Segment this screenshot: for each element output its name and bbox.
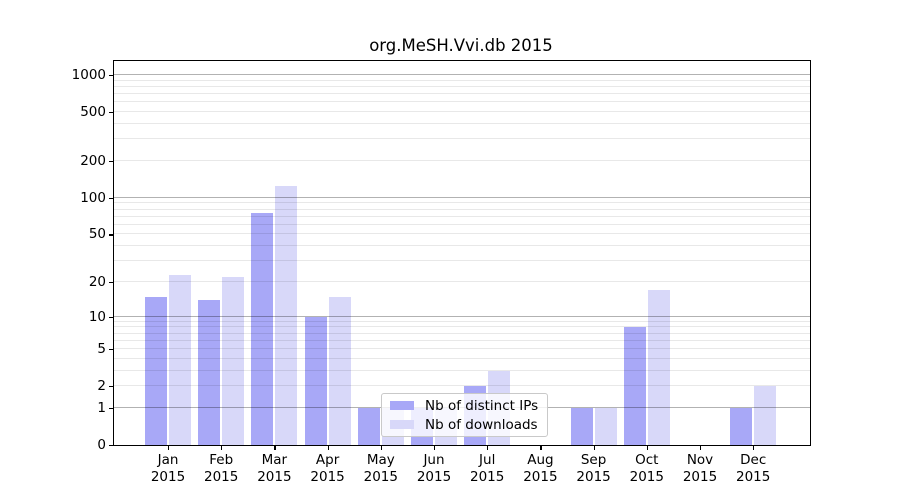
minor-gridline: [114, 348, 810, 350]
minor-gridline: [114, 245, 810, 247]
minor-gridline: [114, 280, 810, 282]
x-tick-mark: [380, 446, 382, 450]
minor-gridline: [114, 215, 810, 217]
bar-distinct-ips: [145, 296, 167, 445]
minor-gridline: [114, 123, 810, 125]
bar-distinct-ips: [198, 300, 221, 445]
x-tick-mark: [168, 446, 170, 450]
x-tick-label: Jun 2015: [416, 452, 452, 485]
x-tick-mark: [646, 446, 648, 450]
minor-gridline: [114, 385, 810, 387]
bar-downloads: [328, 296, 351, 445]
y-tick-label: 20: [88, 273, 106, 290]
y-tick-label: 500: [80, 104, 106, 121]
minor-gridline: [114, 369, 810, 371]
y-tick-mark: [109, 112, 113, 114]
chart-title: org.MeSH.Vvi.db 2015: [369, 36, 553, 55]
bar-distinct-ips: [357, 407, 380, 445]
bar-distinct-ips: [304, 316, 327, 445]
y-tick-mark: [109, 197, 113, 200]
x-tick-mark: [540, 446, 542, 450]
bar-downloads: [594, 407, 617, 445]
legend-row: Nb of distinct IPs: [390, 398, 539, 414]
x-tick-label: Dec 2015: [736, 452, 771, 485]
minor-gridline: [114, 233, 810, 235]
bar-downloads: [754, 386, 777, 445]
y-tick-label: 2: [97, 378, 106, 395]
bar-distinct-ips: [623, 327, 646, 445]
legend-row: Nb of downloads: [390, 417, 539, 433]
y-tick-label: 1: [97, 399, 106, 416]
minor-gridline: [114, 208, 810, 210]
x-tick-mark: [434, 446, 436, 450]
x-tick-mark: [327, 446, 329, 450]
x-tick-mark: [700, 446, 702, 450]
x-tick-label: May 2015: [363, 452, 398, 485]
y-tick-mark: [109, 281, 113, 284]
minor-gridline: [114, 79, 810, 81]
legend-label: Nb of downloads: [425, 416, 538, 433]
y-tick-label: 10: [88, 308, 106, 325]
x-tick-label: Feb 2015: [204, 452, 239, 485]
x-tick-mark: [753, 446, 755, 450]
legend-swatch: [390, 401, 414, 410]
minor-gridline: [114, 223, 810, 225]
minor-gridline: [114, 93, 810, 95]
y-tick-mark: [109, 386, 113, 388]
legend: Nb of distinct IPs Nb of downloads: [381, 393, 548, 437]
x-tick-label: Apr 2015: [310, 452, 345, 485]
legend-label: Nb of distinct IPs: [425, 397, 539, 414]
y-tick-label: 0: [97, 437, 106, 453]
bar-downloads: [169, 274, 191, 445]
x-tick-mark: [593, 446, 595, 450]
y-tick-label: 1000: [71, 67, 106, 84]
y-tick-mark: [109, 161, 113, 163]
y-tick-mark: [109, 316, 113, 318]
minor-gridline: [114, 260, 810, 262]
major-gridline: [114, 315, 810, 317]
bar-downloads: [275, 186, 298, 445]
minor-gridline: [114, 138, 810, 140]
x-tick-label: Mar 2015: [257, 452, 292, 485]
minor-gridline: [114, 85, 810, 87]
minor-gridline: [114, 111, 810, 113]
bar-distinct-ips: [570, 407, 593, 445]
bar-distinct-ips: [251, 213, 274, 445]
minor-gridline: [114, 101, 810, 103]
bar-distinct-ips: [730, 407, 753, 445]
plot-area: Nb of distinct IPs Nb of downloads 0 1 2 5 10…: [72, 60, 811, 485]
y-tick-label: 50: [88, 226, 106, 243]
major-gridline: [114, 74, 810, 76]
x-tick-mark: [274, 446, 276, 450]
y-tick-mark: [109, 349, 113, 351]
y-tick-mark: [109, 234, 113, 236]
y-tick-mark: [109, 407, 113, 410]
y-tick-mark: [109, 75, 113, 77]
x-tick-label: Nov 2015: [682, 452, 718, 485]
legend-swatch: [390, 420, 414, 429]
x-tick-label: Jan 2015: [150, 452, 186, 485]
y-tick-label: 200: [80, 153, 106, 170]
y-tick-label: 100: [80, 189, 106, 206]
x-tick-mark: [221, 446, 223, 450]
minor-gridline: [114, 202, 810, 204]
minor-gridline: [114, 320, 810, 322]
x-tick-label: Oct 2015: [629, 452, 664, 485]
y-tick-mark: [109, 445, 113, 447]
minor-gridline: [114, 160, 810, 162]
x-tick-mark: [487, 446, 489, 450]
x-tick-label: Jul 2015: [470, 452, 505, 485]
x-tick-label: Sep 2015: [576, 452, 611, 485]
x-tick-label: Aug 2015: [523, 452, 558, 485]
y-tick-label: 5: [97, 341, 106, 358]
bar-downloads: [222, 277, 245, 445]
minor-gridline: [114, 357, 810, 359]
major-gridline: [114, 196, 810, 198]
bar-downloads: [647, 290, 670, 445]
minor-gridline: [114, 339, 810, 341]
minor-gridline: [114, 332, 810, 334]
minor-gridline: [114, 326, 810, 328]
